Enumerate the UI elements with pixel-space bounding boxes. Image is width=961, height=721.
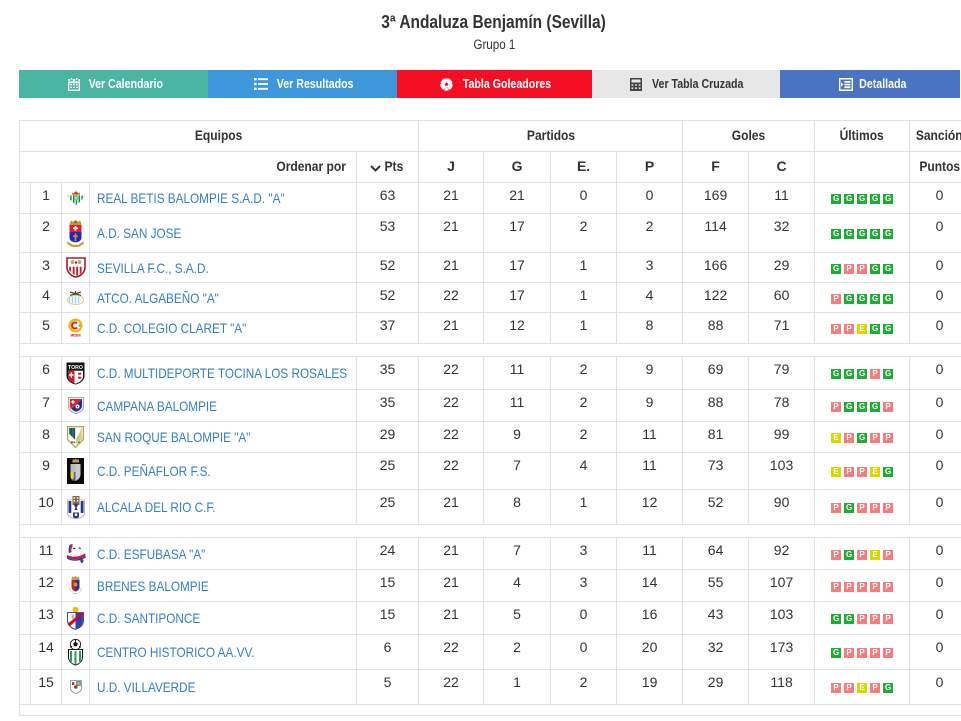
svg-text:CLARET: CLARET bbox=[69, 333, 82, 337]
svg-text:TORO: TORO bbox=[68, 364, 83, 370]
